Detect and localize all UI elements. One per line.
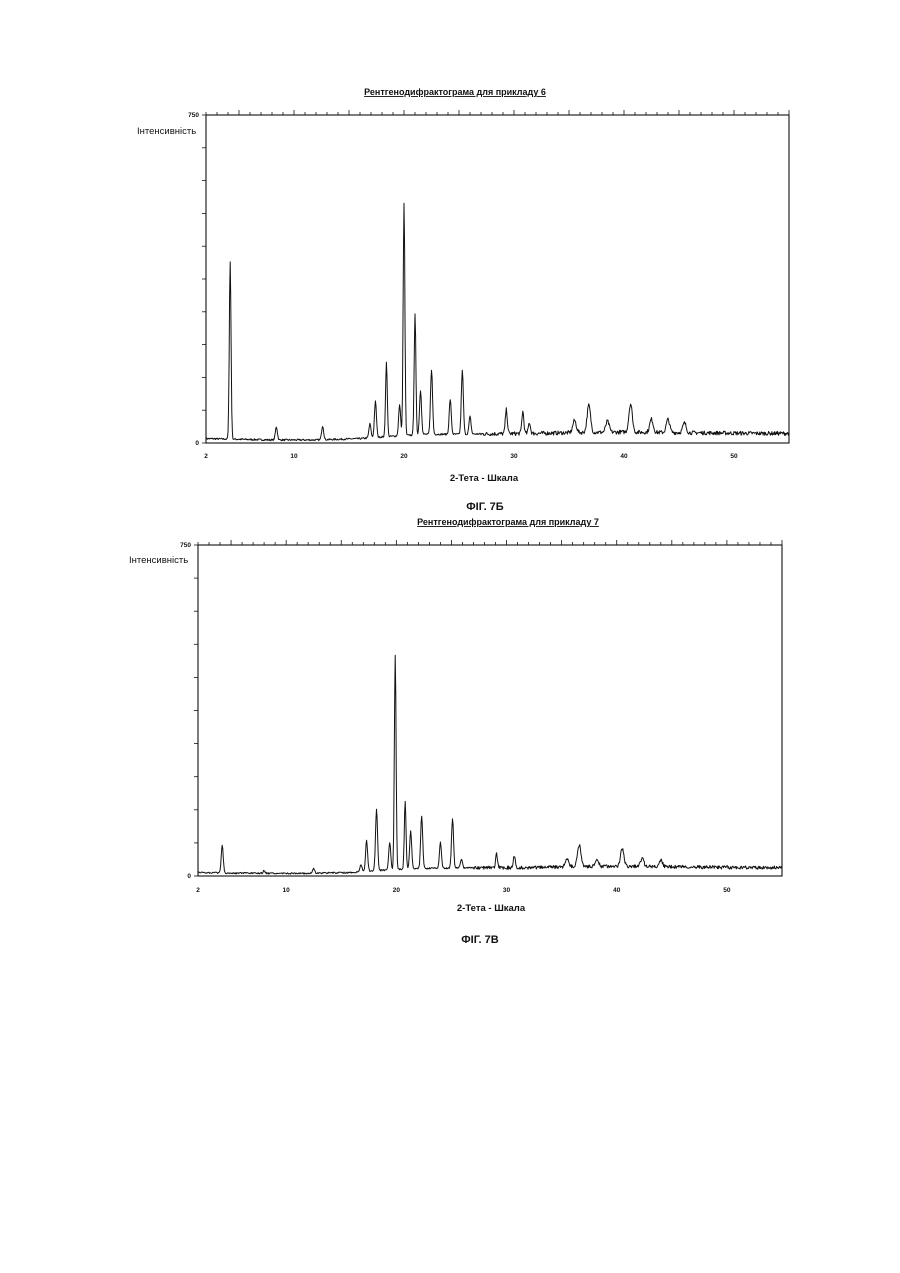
y-tick-label: 750 <box>188 112 199 119</box>
x-tick-label: 50 <box>730 453 738 460</box>
x-tick-label: 20 <box>393 887 401 894</box>
x-axis-label: 2-Тета - Шкала <box>457 903 526 914</box>
xrd-chart-example-6: Рентгенодифрактограма для прикладу 6 Інте… <box>137 87 789 513</box>
peak-points <box>229 203 686 428</box>
x-tick-label: 10 <box>283 887 291 894</box>
y-axis-label: Інтенсивність <box>137 126 196 137</box>
plot-frame <box>198 545 782 876</box>
chart-title: Рентгенодифрактограма для прикладу 6 <box>364 87 546 97</box>
y-tick-label: 0 <box>195 440 199 447</box>
peak-points <box>221 654 662 872</box>
x-axis-label: 2-Тета - Шкала <box>450 473 519 484</box>
y-axis-label: Інтенсивність <box>129 555 188 566</box>
axis-ticks <box>202 110 789 443</box>
peak-point <box>513 854 515 856</box>
x-tick-label: 30 <box>510 453 518 460</box>
y-tick-label: 0 <box>187 873 191 880</box>
x-tick-label: 10 <box>290 453 298 460</box>
x-tick-label: 2 <box>196 887 200 894</box>
figure-caption: ФІГ. 7Б <box>466 501 504 513</box>
axis-ticks <box>194 540 782 876</box>
plot-frame <box>206 115 789 443</box>
x-tick-label: 40 <box>613 887 621 894</box>
x-tick-label: 50 <box>723 887 731 894</box>
diffraction-trace <box>206 203 789 440</box>
x-tick-label: 30 <box>503 887 511 894</box>
diffraction-trace <box>198 655 782 874</box>
xrd-chart-example-7: Рентгенодифрактограма для прикладу 7 Інте… <box>129 517 782 946</box>
x-tick-label: 2 <box>204 453 208 460</box>
x-tick-label: 20 <box>400 453 408 460</box>
figure-caption: ФІГ. 7В <box>461 934 499 946</box>
x-tick-label: 40 <box>620 453 628 460</box>
y-tick-label: 750 <box>180 542 191 549</box>
chart-title: Рентгенодифрактограма для прикладу 7 <box>417 517 599 527</box>
